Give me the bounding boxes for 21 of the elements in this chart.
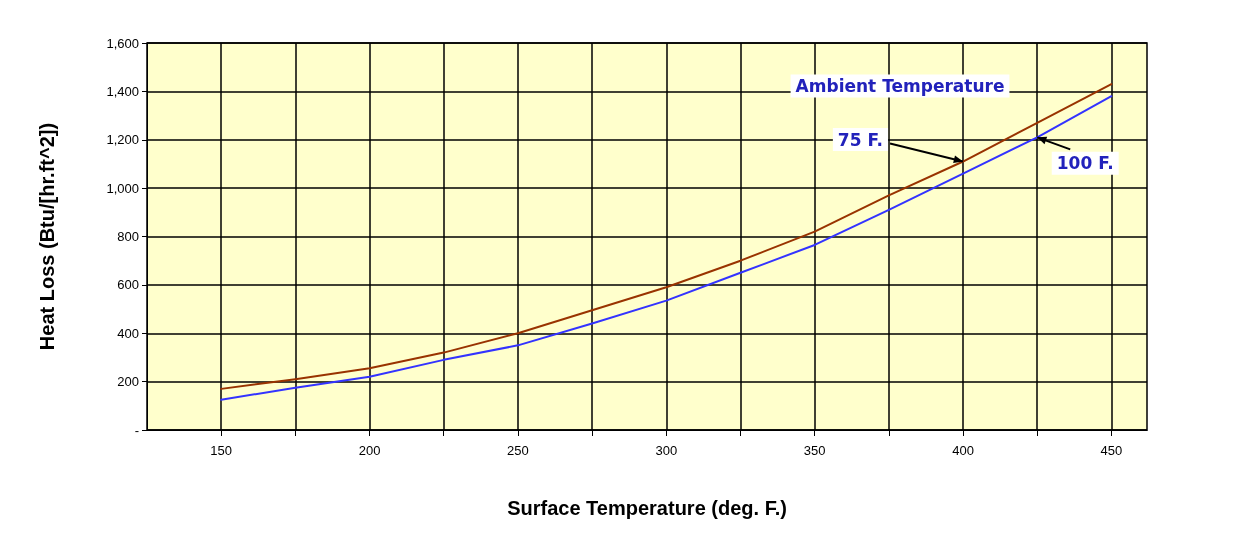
y-tick-label: 200 (117, 374, 139, 390)
x-tick-label: 150 (210, 443, 233, 458)
x-axis-title: Surface Temperature (deg. F.) (507, 497, 787, 519)
x-tick-label: 300 (655, 443, 678, 458)
text: 75 F. (837, 129, 884, 150)
x-tick-label: 400 (952, 443, 974, 458)
x-tick-label: 450 (1100, 443, 1123, 458)
y-axis-title: Heat Loss (Btu/[hr.ft^2]) (36, 122, 58, 351)
y-tick-label: 1,000 (106, 180, 139, 196)
x-tick-label: 250 (507, 443, 529, 458)
y-tick-label: 1,200 (106, 132, 139, 148)
y-tick-label: 400 (117, 325, 139, 341)
y-tick-label: 1,600 (106, 35, 139, 51)
y-tick-label: 1,400 (106, 83, 139, 99)
x-tick-label: 200 (358, 443, 381, 458)
series-label: 100 F. (1056, 153, 1114, 174)
y-tick-label: - (134, 422, 139, 438)
annotation: Ambient Temperature (795, 76, 1005, 96)
y-tick-label: 600 (117, 277, 139, 293)
y-tick-label: 800 (117, 229, 139, 244)
x-tick-label: 350 (803, 443, 826, 458)
